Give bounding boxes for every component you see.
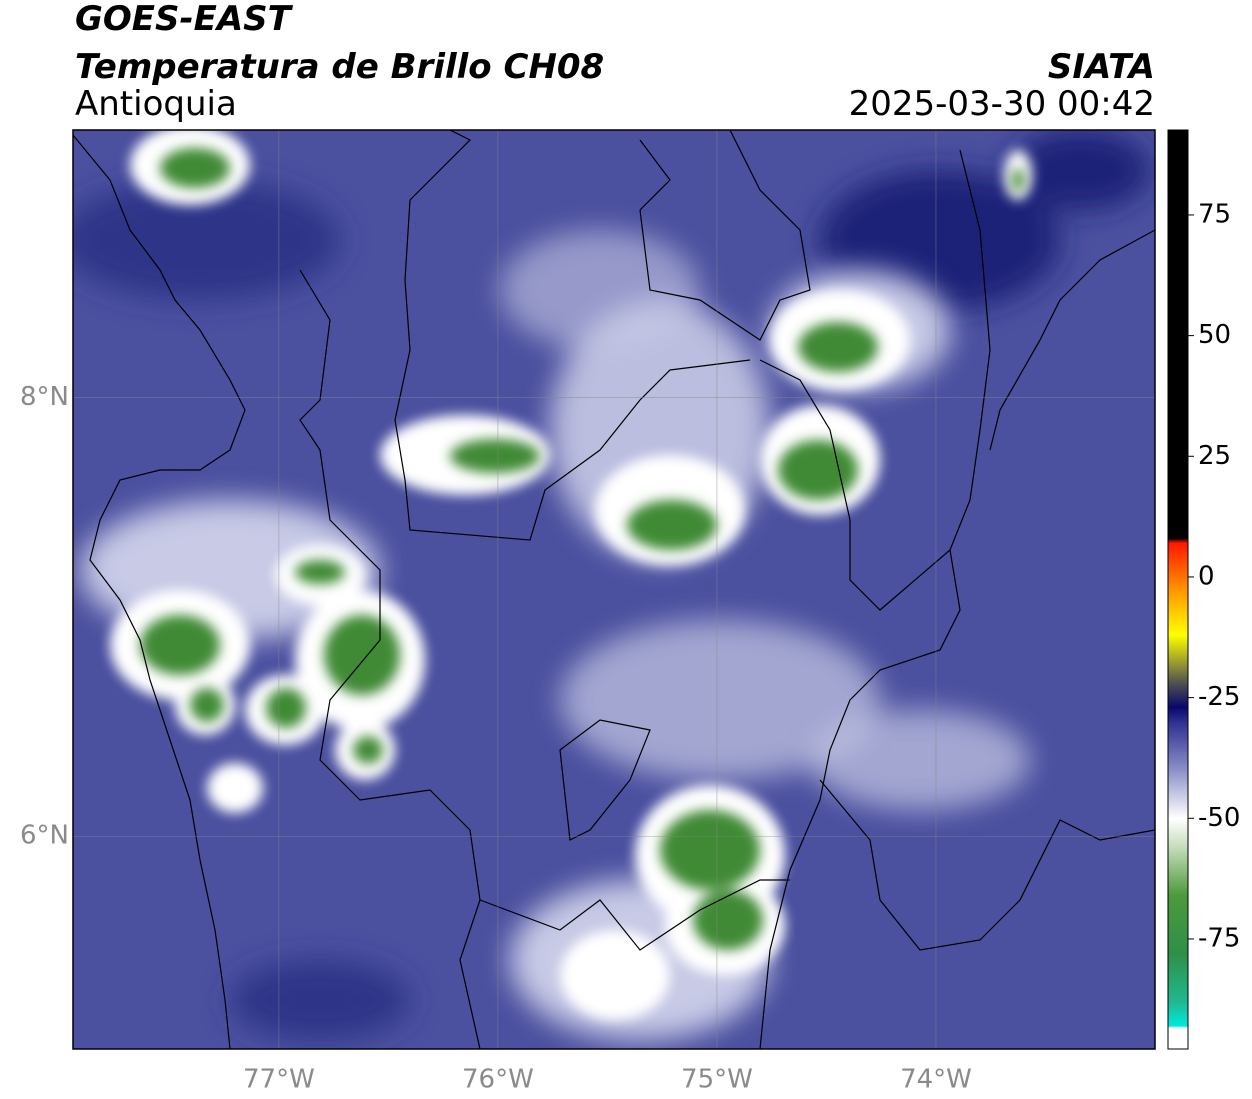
subtitle: Temperatura de Brillo CH08 (75, 47, 604, 87)
datetime: 2025-03-30 00:42 (849, 84, 1155, 124)
source: SIATA (1048, 47, 1155, 87)
colorbar-tick-label: 25 (1198, 441, 1231, 471)
colorbar-tick-label: -50 (1198, 803, 1240, 833)
graticule (73, 130, 1155, 1049)
colorbar-tick-label: -25 (1198, 682, 1240, 712)
region: Antioquia (75, 84, 237, 124)
lat-tick-label: 6°N (20, 821, 69, 851)
borders (73, 130, 1155, 1049)
lon-tick-label: 76°W (462, 1065, 534, 1095)
lon-tick-label: 74°W (900, 1065, 972, 1095)
colorbar-tick-label: -75 (1198, 923, 1240, 953)
lat-tick-label: 8°N (20, 382, 69, 412)
lon-tick-label: 77°W (243, 1065, 315, 1095)
cold-cores (140, 148, 1024, 950)
colorbar-tick-label: 50 (1198, 320, 1231, 350)
colorbar (1167, 129, 1189, 1050)
colorbar-tick-label: 0 (1198, 561, 1215, 591)
satellite-image (73, 130, 1155, 1049)
colorbar-tick-label: 75 (1198, 199, 1231, 229)
map-frame (72, 129, 1156, 1050)
lon-tick-label: 75°W (681, 1065, 753, 1095)
title: GOES-EAST (75, 0, 294, 39)
